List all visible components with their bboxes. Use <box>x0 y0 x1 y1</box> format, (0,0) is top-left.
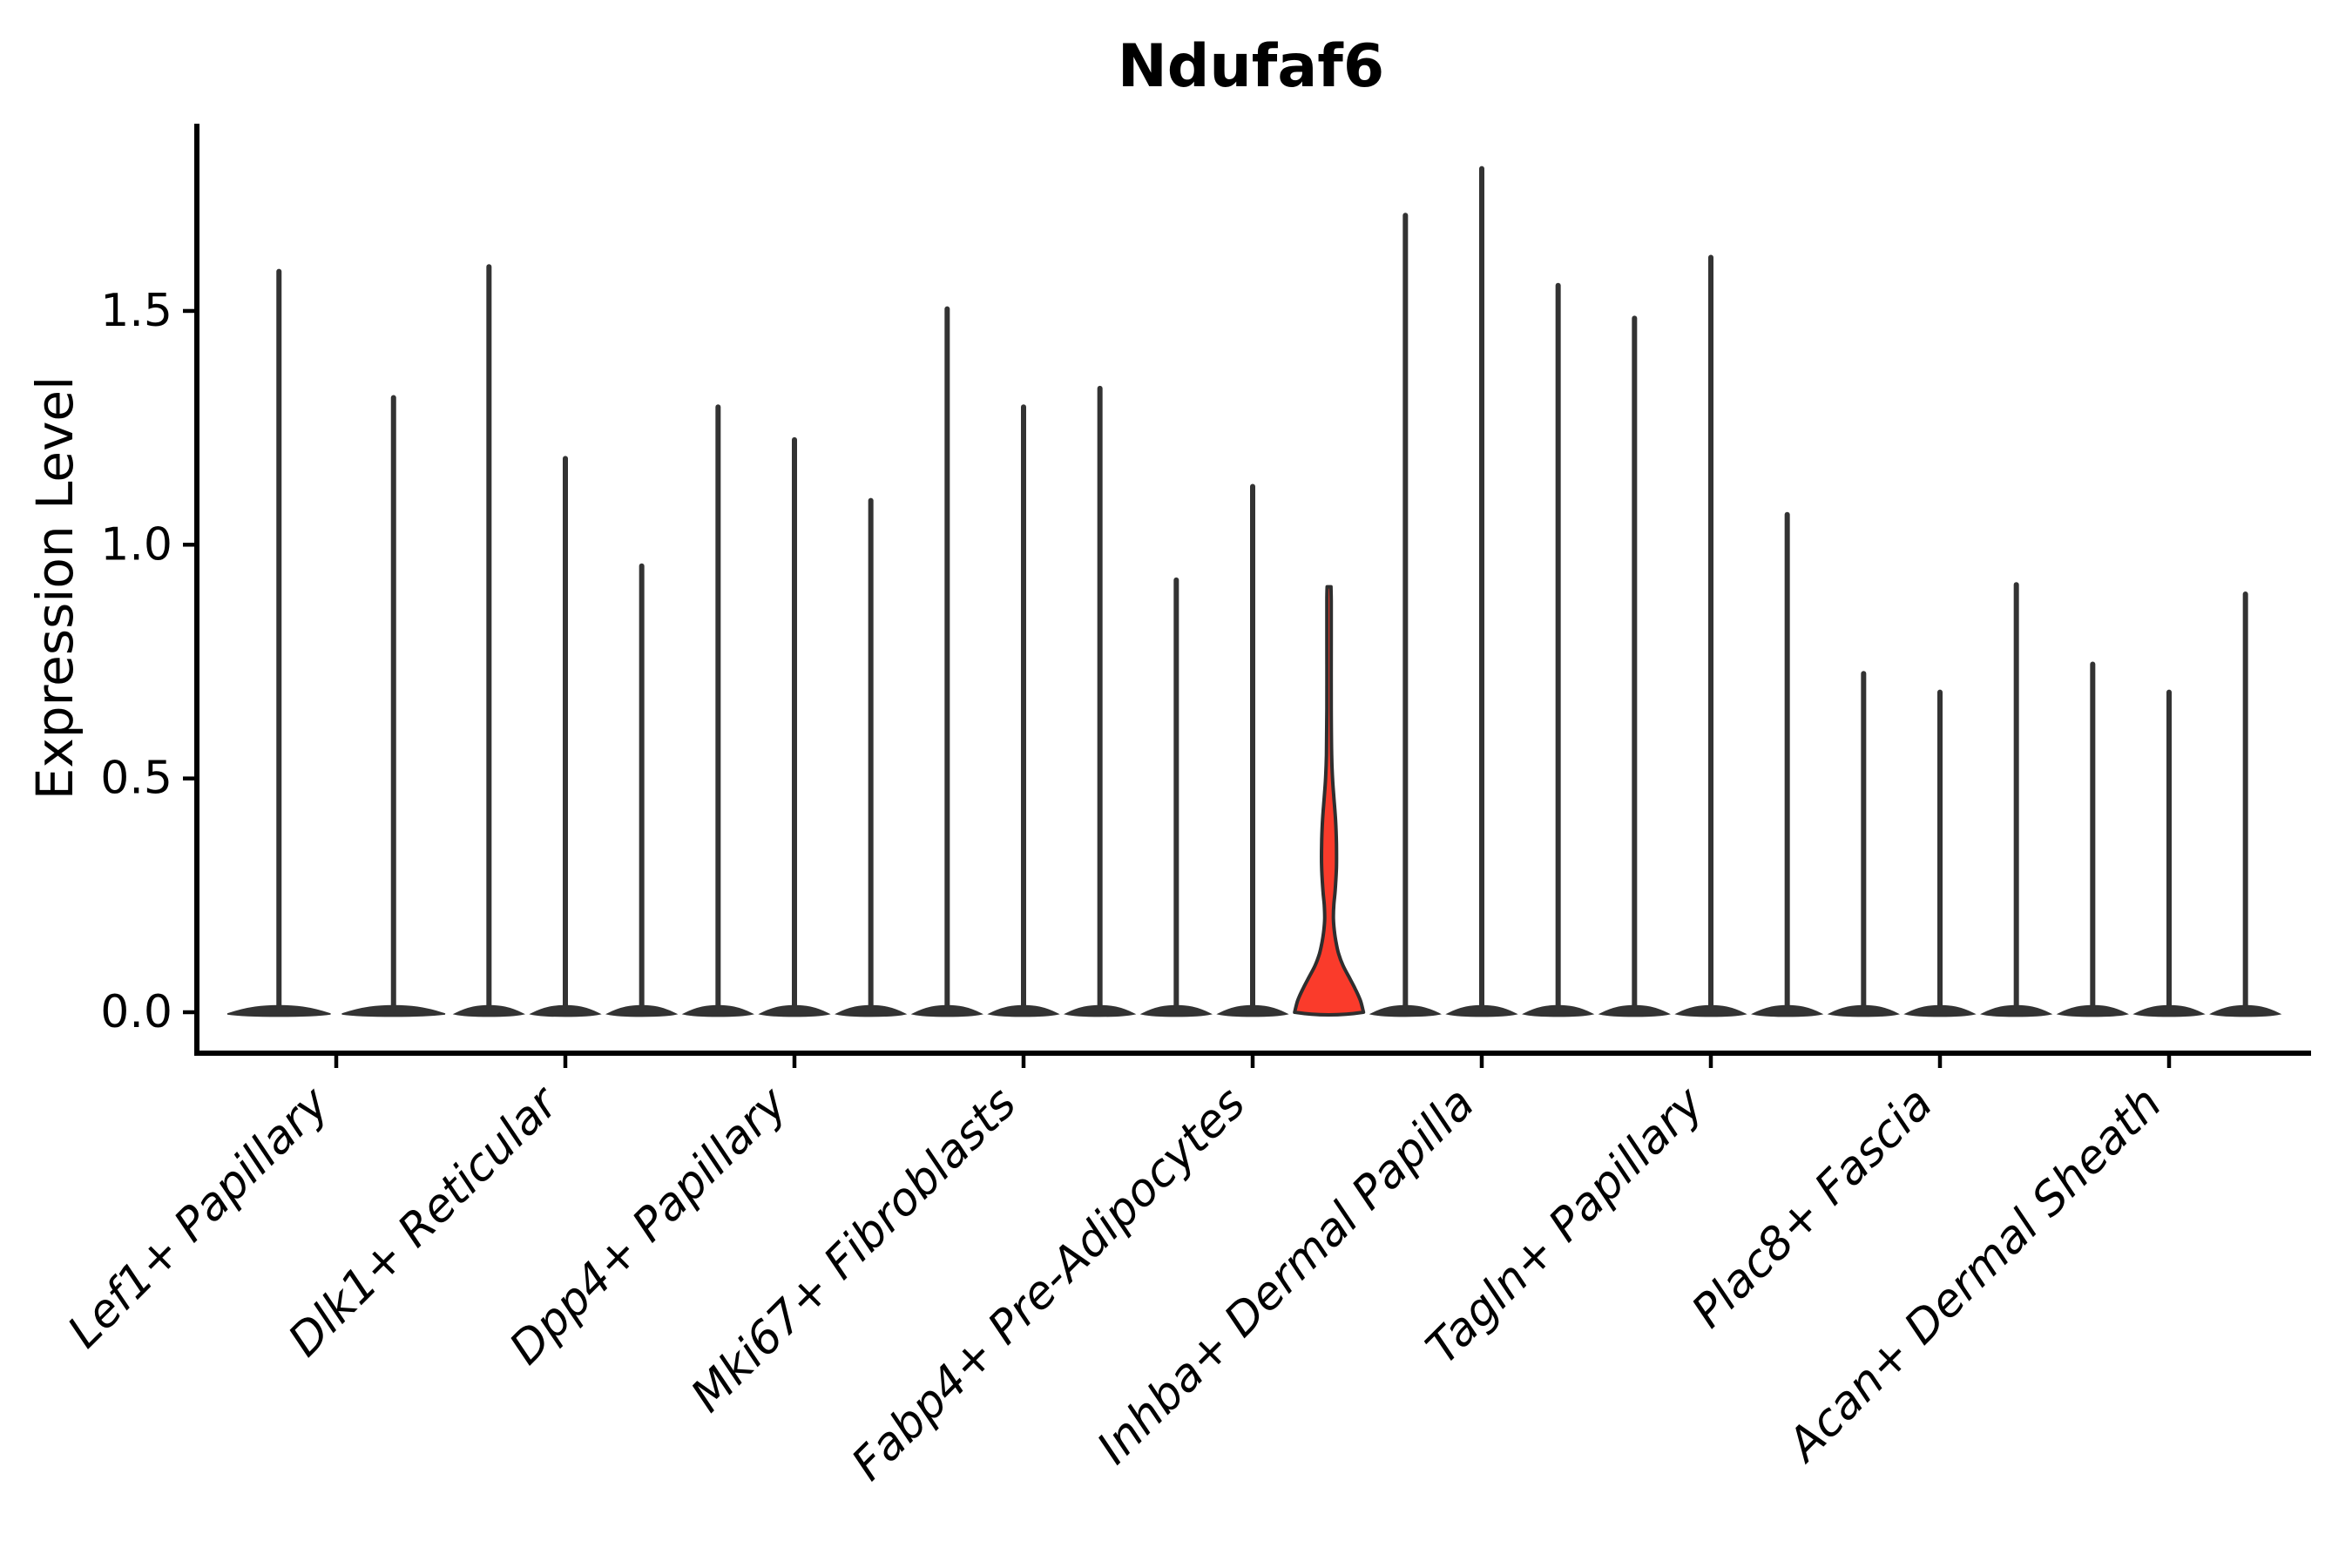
y-tick-label: 1.5 <box>100 285 172 337</box>
y-tick-label: 0.5 <box>100 753 172 805</box>
y-tick-label: 1.0 <box>100 518 172 571</box>
x-tick-label: Inhba+ Dermal Papilla <box>1087 1078 1484 1475</box>
y-axis-ticks: 0.0 0.5 1.0 1.5 <box>100 285 197 1038</box>
chart-title: Ndufaf6 <box>1118 32 1384 101</box>
y-tick-label: 0.0 <box>100 986 172 1038</box>
violins-layer <box>226 166 2282 1017</box>
x-tick-label: Fabp4+ Pre-Adipocytes <box>842 1078 1256 1491</box>
y-axis-label: Expression Level <box>25 376 84 800</box>
x-tick-label: Acan+ Dermal Sheath <box>1776 1078 2172 1473</box>
violin-highlight <box>1293 585 1366 1017</box>
x-tick-label: Plac8+ Fascia <box>1682 1078 1943 1338</box>
